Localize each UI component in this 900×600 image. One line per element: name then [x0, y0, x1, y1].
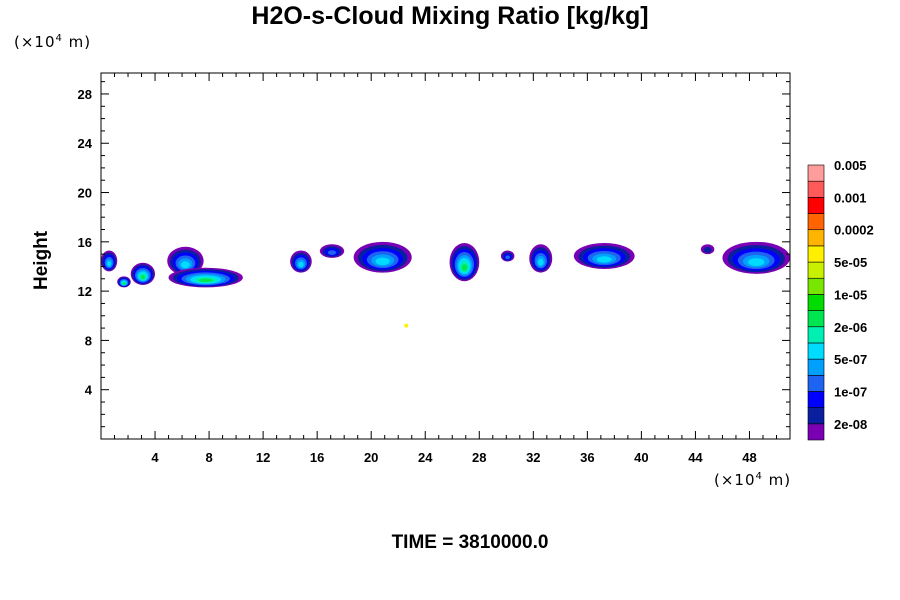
y-tick-label: 8: [85, 333, 92, 348]
cloud-level-5: [375, 257, 390, 266]
colorbar-swatch: [807, 180, 825, 198]
cloud-level-3: [505, 255, 510, 260]
y-tick-label: 20: [78, 186, 92, 201]
colorbar-swatch: [807, 326, 825, 344]
cloud-level-5: [107, 261, 112, 267]
colorbar-swatch: [807, 423, 825, 441]
colorbar-label: 1e-07: [834, 384, 867, 399]
colorbar-swatch: [807, 310, 825, 328]
cloud-13: [700, 244, 715, 255]
colorbar-swatch: [807, 229, 825, 247]
cloud-level-5: [596, 256, 612, 263]
cloud-7: [319, 244, 345, 258]
colorbar-swatch: [807, 358, 825, 376]
cloud-2: [117, 276, 131, 288]
colorbar-swatch: [807, 342, 825, 360]
colorbar-label: 0.005: [834, 158, 867, 173]
colorbar-swatch: [807, 277, 825, 295]
x-tick-label: 36: [580, 450, 594, 465]
cloud-level-1: [703, 246, 712, 253]
cloud-field: [101, 241, 790, 328]
colorbar: 2e-08 1e-07 5e-07 2e-06 1e-05 5e-05 0.0002 0.00…: [807, 158, 874, 441]
colorbar-label: 1e-05: [834, 287, 867, 302]
cloud-11: [529, 244, 553, 273]
cloud-level-7: [198, 278, 213, 283]
colorbar-label: 0.001: [834, 190, 867, 205]
cloud-9: [449, 243, 480, 282]
cloud-point: [404, 323, 409, 328]
cloud-level-5: [537, 258, 544, 266]
cloud-level-7: [461, 264, 468, 272]
y-tick-label: 28: [78, 87, 92, 102]
x-tick-label: 20: [364, 450, 378, 465]
cloud-15: [404, 323, 409, 328]
cloud-6: [290, 250, 312, 273]
colorbar-swatch: [807, 245, 825, 263]
colorbar-label: 2e-06: [834, 320, 867, 335]
y-axis: 4 8 12 16 20 24 28: [78, 81, 790, 428]
cloud-12: [573, 243, 635, 269]
y-tick-label: 4: [85, 383, 93, 398]
cloud-level-5: [298, 261, 304, 268]
y-tick-label: 24: [78, 136, 93, 151]
x-unit-label: (×104 m): [714, 471, 792, 489]
y-tick-label: 16: [78, 235, 92, 250]
y-tick-label: 12: [78, 284, 92, 299]
colorbar-swatch: [807, 407, 825, 425]
colorbar-label: 5e-05: [834, 255, 867, 270]
colorbar-swatch: [807, 197, 825, 214]
y-unit-label: (×104 m): [14, 33, 92, 51]
cloud-8: [353, 241, 412, 273]
cloud-10: [500, 250, 515, 262]
cloud-level-5: [181, 261, 190, 269]
x-tick-label: 32: [526, 450, 540, 465]
cloud-4: [167, 246, 204, 276]
time-label: TIME = 3810000.0: [391, 532, 549, 553]
colorbar-swatch: [807, 374, 825, 392]
cloud-level-7: [140, 274, 146, 280]
x-tick-label: 44: [688, 450, 703, 465]
x-tick-label: 4: [151, 450, 159, 465]
cloud-level-3: [327, 250, 337, 255]
x-tick-label: 16: [310, 450, 324, 465]
colorbar-label: 0.0002: [834, 223, 874, 238]
colorbar-swatch: [807, 164, 825, 182]
x-tick-label: 8: [205, 450, 212, 465]
colorbar-swatch: [807, 391, 825, 408]
x-tick-label: 48: [742, 450, 756, 465]
cloud-level-5: [748, 258, 765, 266]
x-tick-label: 40: [634, 450, 648, 465]
plot-frame: [100, 72, 791, 440]
cloud-14: [722, 241, 790, 274]
colorbar-label: 5e-07: [834, 352, 867, 367]
colorbar-swatch: [807, 294, 825, 311]
cloud-3: [130, 262, 156, 285]
x-tick-label: 28: [472, 450, 486, 465]
x-tick-label: 24: [418, 450, 433, 465]
cloud-level-7: [122, 282, 126, 285]
colorbar-swatch: [807, 261, 825, 279]
colorbar-swatch: [807, 213, 825, 231]
chart-title: H2O-s-Cloud Mixing Ratio [kg/kg]: [251, 2, 649, 30]
cloud-1: [101, 250, 118, 272]
x-tick-label: 12: [256, 450, 270, 465]
colorbar-label: 2e-08: [834, 417, 867, 432]
cloud-5: [168, 267, 243, 288]
x-axis: 4 8 12 16 20 24 28 32 36 40 44 48: [114, 73, 777, 465]
